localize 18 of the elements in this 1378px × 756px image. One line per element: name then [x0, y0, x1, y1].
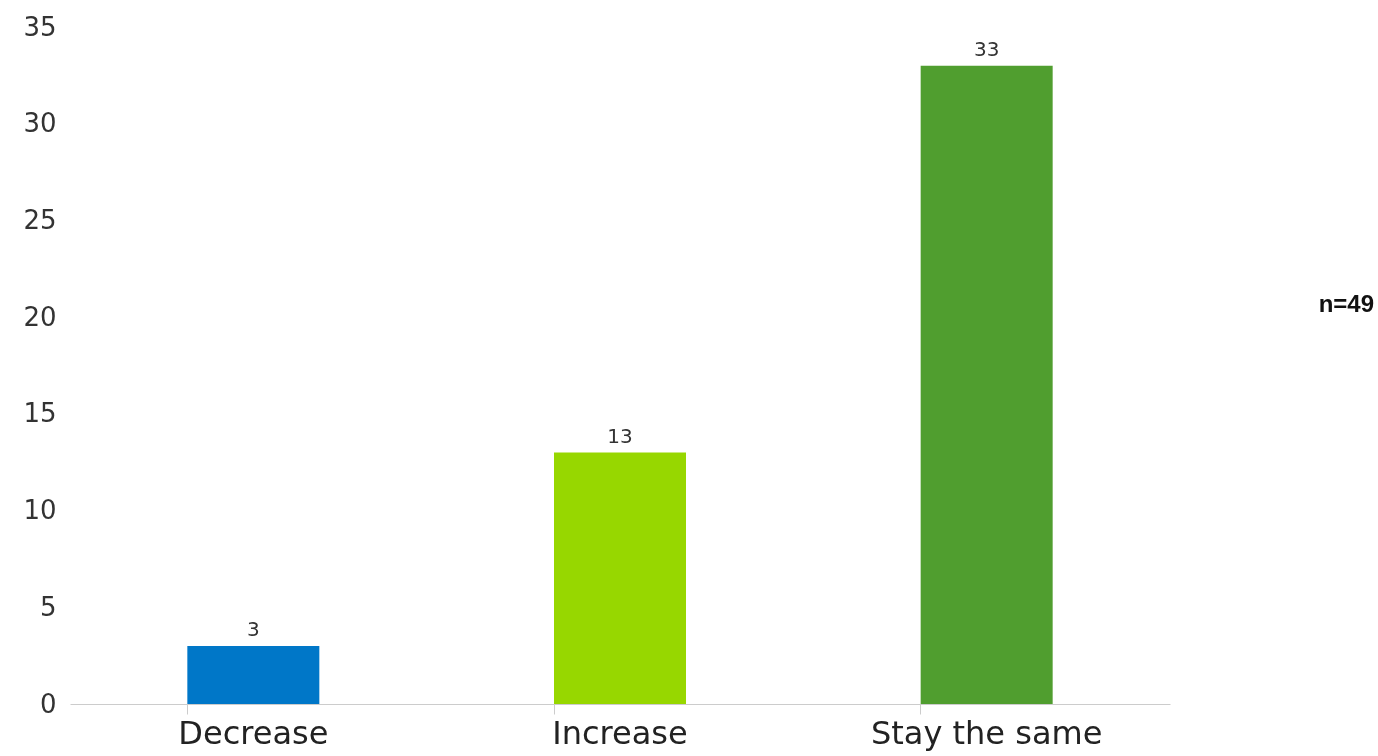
- bar: [920, 65, 1053, 704]
- bar: [554, 452, 686, 704]
- y-tick-label: 10: [23, 495, 57, 526]
- y-tick-label: 20: [23, 301, 57, 332]
- text: n=49: [1318, 290, 1374, 318]
- y-tick-label: 30: [23, 108, 57, 139]
- data-label: 13: [607, 423, 633, 448]
- y-tick-label: 0: [39, 688, 57, 719]
- data-label: 3: [246, 616, 260, 641]
- y-tick-label: 5: [39, 591, 57, 622]
- y-tick-label: 25: [23, 204, 57, 235]
- x-tick-label: Increase: [552, 713, 688, 752]
- x-tick-label: Decrease: [178, 713, 329, 752]
- y-tick-label: 15: [23, 398, 57, 429]
- x-tick-label: Stay the same: [870, 713, 1103, 752]
- data-label: 33: [973, 36, 1000, 61]
- bar: [187, 645, 320, 704]
- y-tick-label: 35: [23, 11, 57, 42]
